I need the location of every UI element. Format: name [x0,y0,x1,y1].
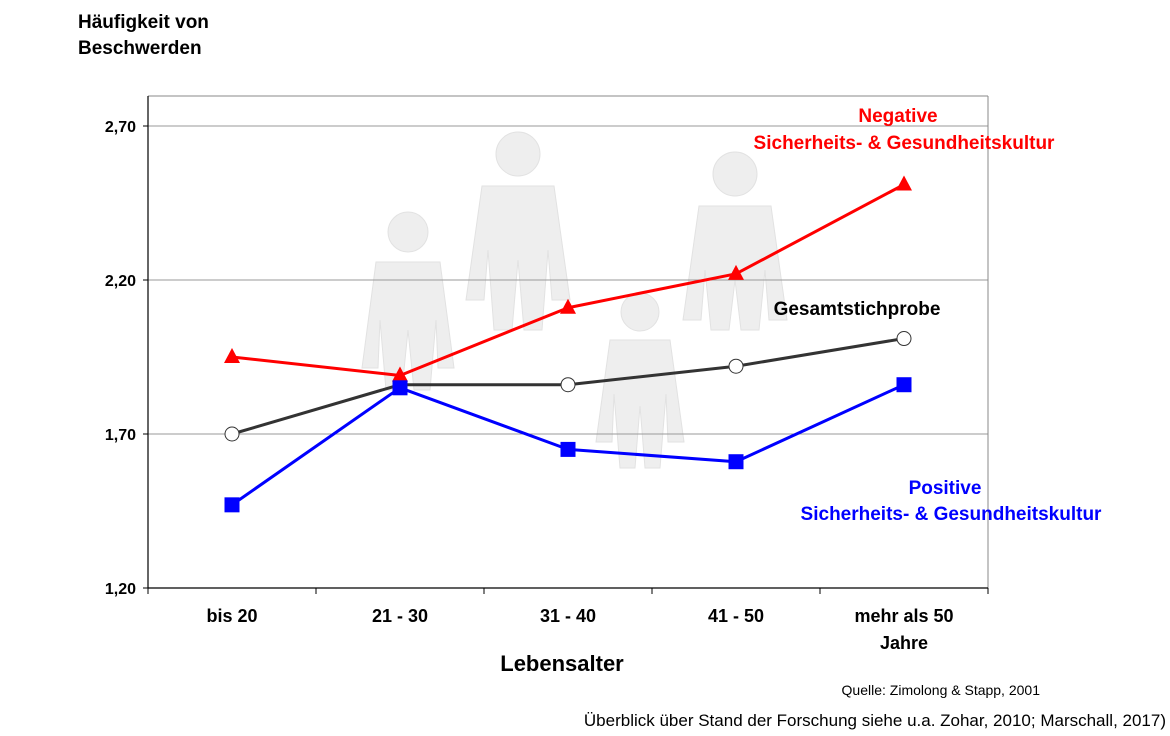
series-2-point-1 [392,380,408,396]
series-0-point-3 [728,264,744,280]
series-1 [224,331,912,442]
y-tick-label-2: 2,20 [105,273,136,290]
series-0-point-1 [392,366,408,382]
person-figure-1 [361,211,455,391]
y-axis-ticks: 1,20 1,70 2,20 2,70 [105,119,148,598]
x-axis-ticks: bis 20 21 - 30 31 - 40 41 - 50 mehr als 50 Ja… [147,588,989,653]
reference-note: Überblick über Stand der Forschung siehe… [584,711,1166,730]
source-note: Quelle: Zimolong & Stapp, 2001 [842,682,1041,698]
x-tick-label-1: 21 - 30 [372,606,428,626]
series-2-point-0 [224,497,240,513]
series-0-point-0 [224,348,240,363]
annotation-positive-line-1: Positive [909,478,982,499]
x-tick-label-4-line-2: Jahre [880,633,928,653]
x-tick-label-2: 31 - 40 [540,606,596,626]
y-tick-label-0: 1,20 [105,581,136,598]
series-2-point-4 [896,377,912,393]
y-axis-label: Häufigkeit von Beschwerden [78,10,209,62]
annotation-negative-line-1: Negative [858,106,937,127]
series-1-point-3 [728,358,744,374]
x-tick-label-0: bis 20 [206,606,257,626]
series-1-point-0 [224,426,240,442]
annotation-positive-line-2: Sicherheits- & Gesundheitskultur [801,504,1102,525]
person-figure-3 [595,292,685,469]
series-1-point-2 [560,377,576,393]
y-axis-label-line-2: Beschwerden [78,38,202,59]
series-2-point-3 [728,454,744,470]
y-tick-label-3: 2,70 [105,119,136,136]
series-2 [224,377,912,513]
series-0 [224,175,912,382]
series-2-point-2 [560,441,576,457]
series-0-point-2 [560,298,576,314]
series-layer [224,175,912,513]
person-figure-2 [465,131,571,331]
background-people-illustration [361,131,788,469]
series-1-point-4 [896,331,912,347]
annotation-gesamt: Gesamtstichprobe [774,299,941,320]
x-tick-label-3: 41 - 50 [708,606,764,626]
y-tick-label-1: 1,70 [105,427,136,444]
x-axis-title: Lebensalter [500,651,624,676]
annotation-negative-line-2: Sicherheits- & Gesundheitskultur [754,133,1055,154]
person-figure-4 [682,151,788,331]
x-tick-label-4: mehr als 50 [854,606,953,626]
y-axis-label-line-1: Häufigkeit von [78,12,209,33]
series-0-point-4 [896,175,912,191]
grid-lines [148,125,988,435]
